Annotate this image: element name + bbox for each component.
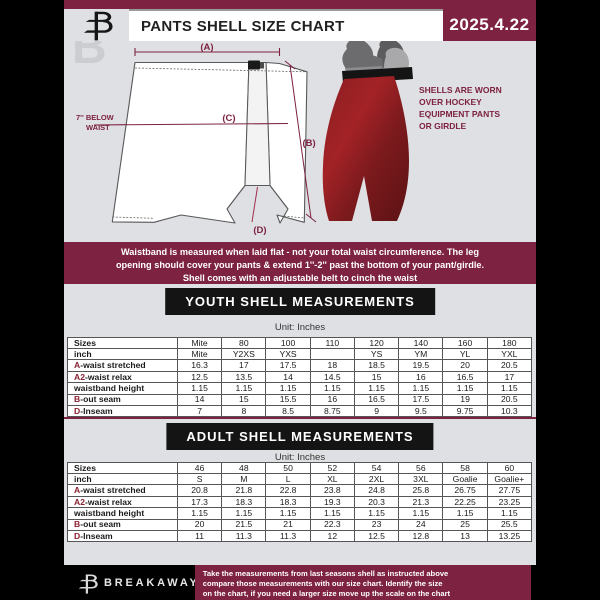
svg-text:(D): (D) bbox=[253, 225, 266, 236]
svg-text:EQUIPMENT PANTS: EQUIPMENT PANTS bbox=[419, 109, 500, 119]
svg-text:7'' BELOW: 7'' BELOW bbox=[76, 113, 115, 122]
svg-text:(C): (C) bbox=[222, 113, 235, 124]
svg-text:(A): (A) bbox=[200, 42, 213, 53]
svg-text:OR GIRDLE: OR GIRDLE bbox=[419, 121, 467, 131]
svg-text:WAIST: WAIST bbox=[86, 123, 110, 132]
svg-text:OVER HOCKEY: OVER HOCKEY bbox=[419, 97, 482, 107]
svg-text:(B): (B) bbox=[303, 138, 316, 149]
svg-text:B: B bbox=[72, 41, 107, 74]
svg-text:SHELLS ARE WORN: SHELLS ARE WORN bbox=[419, 85, 502, 95]
